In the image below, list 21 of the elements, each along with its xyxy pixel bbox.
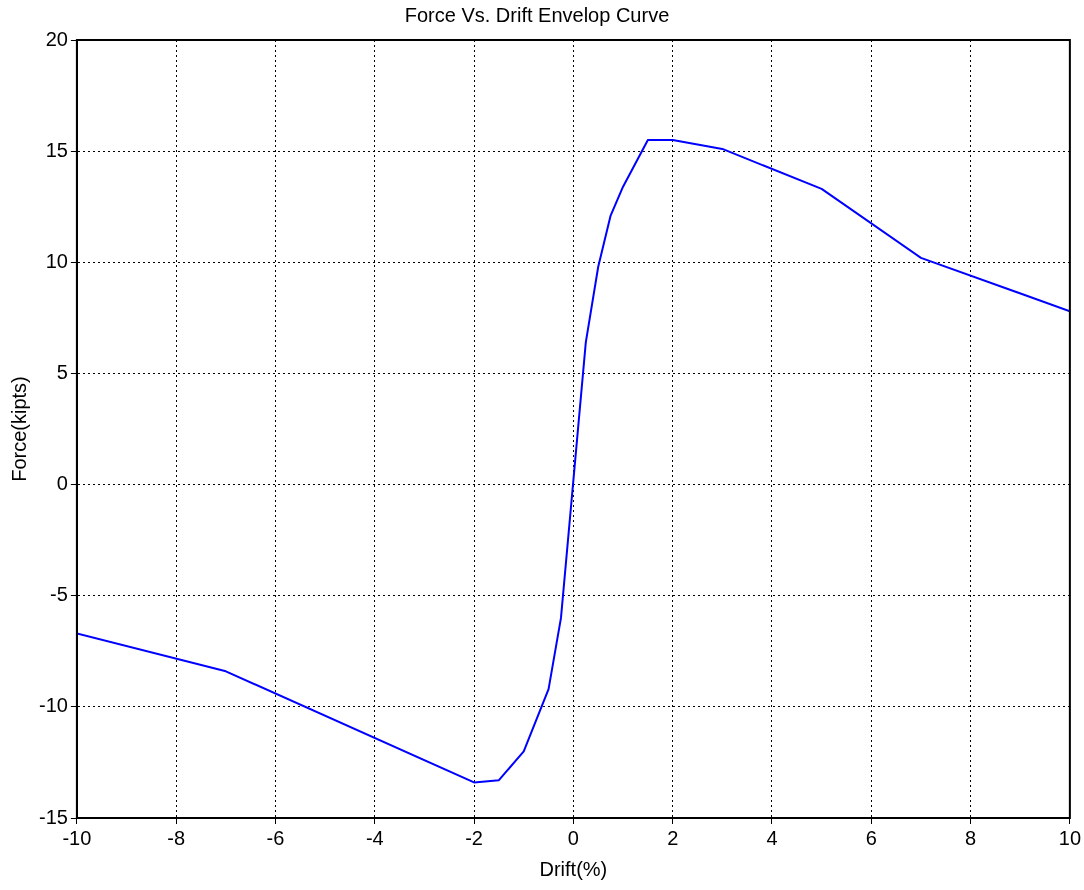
x-tick-label: 6 — [865, 826, 877, 849]
y-tick-label: 5 — [56, 360, 68, 383]
y-tick-label: 0 — [56, 472, 68, 495]
x-tick-label: -8 — [167, 826, 186, 849]
x-tick-label: -4 — [365, 826, 384, 849]
y-tick-label: -15 — [39, 805, 68, 828]
x-tick-label: 10 — [1058, 826, 1081, 849]
y-tick-label: -10 — [39, 694, 68, 717]
y-tick-label: 20 — [45, 27, 68, 50]
y-tick-label: 10 — [45, 249, 68, 272]
x-tick-label: 2 — [667, 826, 679, 849]
x-tick-label: 8 — [965, 826, 977, 849]
y-tick-label: -5 — [50, 583, 68, 606]
chart-title: Force Vs. Drift Envelop Curve — [404, 3, 670, 26]
y-tick-label: 15 — [45, 138, 68, 161]
x-tick-label: 0 — [567, 826, 579, 849]
x-tick-label: 4 — [766, 826, 778, 849]
x-axis-title: Drift(%) — [539, 857, 608, 880]
y-axis-title: Force(kipts) — [7, 376, 30, 482]
x-tick-label: -6 — [266, 826, 285, 849]
x-tick-label: -2 — [465, 826, 483, 849]
